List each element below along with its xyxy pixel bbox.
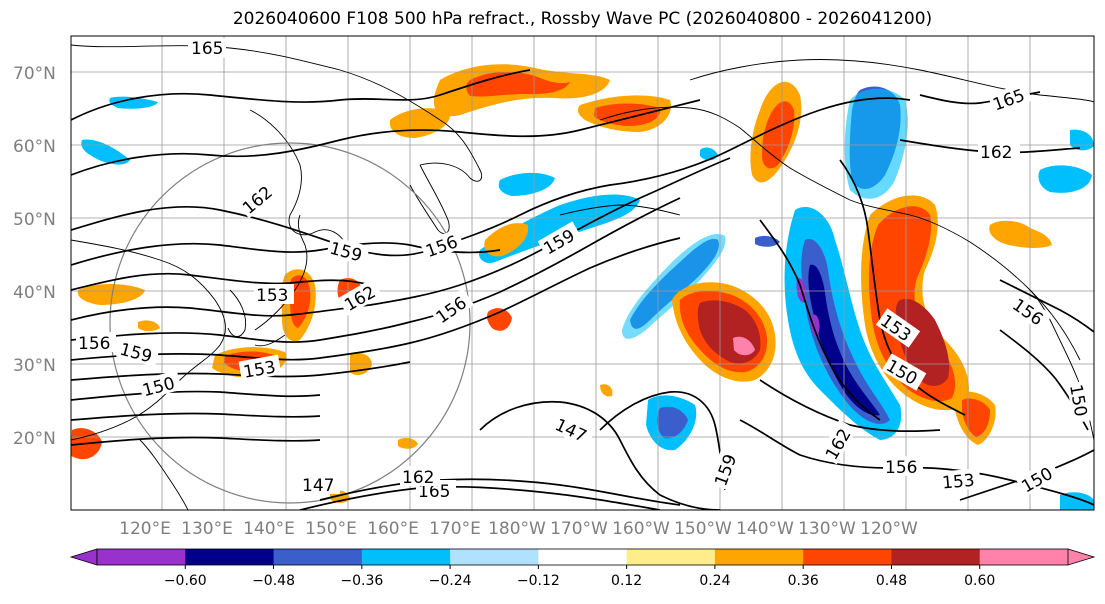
lon-label: 140°W bbox=[736, 519, 794, 539]
colorbar-tick-label: −0.60 bbox=[164, 573, 207, 589]
colorbar-segment bbox=[361, 549, 451, 565]
contour-label: 165 bbox=[191, 39, 223, 59]
colorbar-tick-label: 0.36 bbox=[788, 573, 819, 589]
anomaly-neg-south-core bbox=[656, 406, 688, 439]
anomaly-neg-small1 bbox=[109, 96, 158, 109]
colorbar-tick-label: 0.24 bbox=[699, 573, 730, 589]
lat-label-20: 20°N bbox=[13, 429, 56, 449]
latitude-labels: 70°N 60°N 50°N 40°N 30°N 20°N bbox=[13, 64, 56, 449]
colorbar-segment bbox=[450, 549, 539, 565]
anomaly-neg-small2 bbox=[81, 139, 130, 165]
colorbar-segment bbox=[626, 549, 716, 565]
contour-label: 162 bbox=[402, 468, 434, 488]
anomaly-pos-kurile bbox=[484, 223, 529, 257]
colorbar-tick-label: 0.60 bbox=[964, 573, 995, 589]
lon-label: 160°W bbox=[612, 519, 670, 539]
anomaly-pos-mid1 bbox=[487, 308, 512, 331]
coast-okhotsk bbox=[249, 109, 351, 256]
contour-label: 153 bbox=[256, 286, 288, 306]
lon-label: 120°W bbox=[860, 519, 918, 539]
longitude-labels: 120°E 130°E 140°E 150°E 160°E 170°E 180°… bbox=[119, 519, 918, 539]
colorbar-segment bbox=[714, 549, 804, 565]
lon-label: 130°W bbox=[798, 519, 856, 539]
lat-label-70: 70°N bbox=[13, 64, 56, 84]
lon-label: 150°W bbox=[674, 519, 732, 539]
colorbar-tick-label: −0.48 bbox=[252, 573, 295, 589]
lat-label-50: 50°N bbox=[13, 210, 56, 230]
coast-alaska-north bbox=[689, 59, 1094, 103]
colorbar-segment bbox=[97, 549, 186, 565]
anomaly-pos-alaska-red bbox=[762, 101, 795, 169]
lat-label-60: 60°N bbox=[13, 137, 56, 157]
reference-circle bbox=[109, 142, 471, 504]
coast-alaska bbox=[599, 106, 1081, 361]
contour-label: 162 bbox=[980, 143, 1012, 163]
lon-label: 170°W bbox=[550, 519, 608, 539]
colorbar-tick-label: −0.12 bbox=[517, 573, 560, 589]
colorbar-tick-label: 0.12 bbox=[611, 573, 642, 589]
lon-label: 130°E bbox=[181, 519, 233, 539]
anomaly-pos-china bbox=[77, 284, 145, 305]
anomaly-neg-ne bbox=[1038, 165, 1092, 193]
colorbar-tick-label: −0.24 bbox=[429, 573, 472, 589]
colorbar-segment bbox=[891, 549, 981, 565]
anomaly-pos-se-bc bbox=[989, 220, 1052, 248]
colorbar-segment bbox=[538, 549, 628, 565]
anomaly-pos-small3 bbox=[600, 384, 613, 397]
lon-label: 120°E bbox=[119, 519, 171, 539]
lat-label-30: 30°N bbox=[13, 356, 56, 376]
contour-label: 147 bbox=[302, 476, 334, 496]
anomaly-neg-sw-east bbox=[1060, 492, 1094, 510]
anomaly-pos-central-pink bbox=[733, 336, 755, 356]
colorbar-tick-label: 0.48 bbox=[876, 573, 907, 589]
map-title: 2026040600 F108 500 hPa refract., Rossby… bbox=[232, 9, 933, 29]
colorbar: −0.60 −0.48 −0.36 −0.24 −0.12 0.12 0.24 0.36 0.4… bbox=[69, 548, 1096, 589]
colorbar-extension-min bbox=[69, 548, 98, 566]
coast-china bbox=[71, 239, 226, 441]
colorbar-segment bbox=[185, 549, 275, 565]
refractivity-contours bbox=[71, 69, 1094, 510]
map-frame bbox=[70, 35, 1095, 511]
colorbar-border bbox=[96, 548, 1069, 566]
coast-japan bbox=[254, 214, 308, 347]
lon-label: 140°E bbox=[243, 519, 295, 539]
colorbar-segment bbox=[979, 549, 1069, 565]
anomaly-neg-central-light bbox=[622, 233, 726, 339]
anomaly-pos-baja-red bbox=[962, 398, 990, 437]
lat-label-40: 40°N bbox=[13, 283, 56, 303]
anomaly-pos-small4 bbox=[138, 320, 160, 331]
anomaly-neg-gulf-deep bbox=[808, 264, 880, 416]
lon-label: 150°E bbox=[305, 519, 357, 539]
contour-label: 156 bbox=[78, 334, 110, 354]
colorbar-segment bbox=[803, 549, 892, 565]
anomaly-pos-small2 bbox=[398, 437, 418, 449]
anomaly-neg-bering bbox=[498, 172, 555, 196]
colorbar-extension-max bbox=[1067, 548, 1096, 566]
coast-aleutians bbox=[559, 204, 681, 216]
lon-label: 160°E bbox=[367, 519, 419, 539]
contour-label: 165 bbox=[418, 482, 450, 502]
coast-korea bbox=[227, 289, 247, 337]
lon-label: 180°W bbox=[488, 519, 546, 539]
contour-label: 153 bbox=[941, 471, 975, 494]
colorbar-tick-label: −0.36 bbox=[340, 573, 383, 589]
lon-label: 170°E bbox=[429, 519, 481, 539]
anomaly-neg-alaska-light bbox=[844, 88, 908, 199]
coast-philippines bbox=[139, 439, 189, 510]
contour-label: 156 bbox=[885, 458, 917, 478]
colorbar-segment bbox=[273, 549, 363, 565]
